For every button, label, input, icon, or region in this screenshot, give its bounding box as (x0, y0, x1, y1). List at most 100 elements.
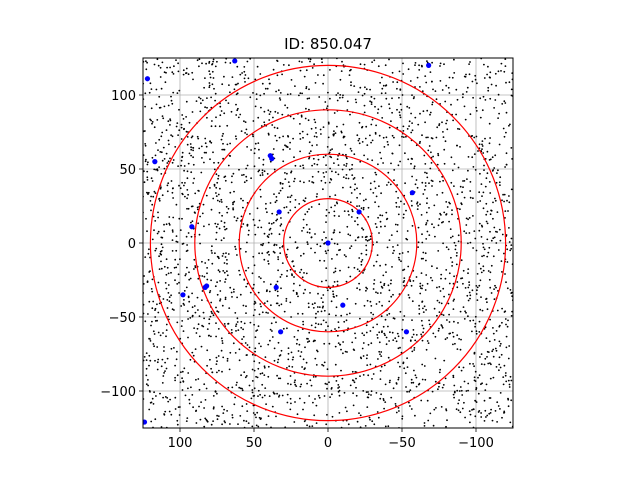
background-point (409, 405, 411, 407)
background-point (494, 72, 497, 75)
background-point (451, 76, 454, 79)
background-point (418, 69, 421, 71)
background-point (289, 236, 291, 239)
background-point (406, 357, 408, 360)
background-point (489, 318, 491, 321)
background-point (267, 375, 270, 378)
background-point (331, 258, 333, 260)
background-point (188, 152, 191, 155)
background-point (161, 131, 164, 134)
background-point (211, 252, 213, 254)
background-point (363, 334, 365, 337)
background-point (203, 425, 206, 428)
background-point (240, 374, 243, 377)
background-point (430, 179, 433, 182)
background-point (206, 328, 209, 330)
background-point (183, 128, 185, 131)
background-point (459, 386, 462, 388)
background-point (290, 316, 292, 318)
background-point (441, 121, 443, 124)
background-point (259, 195, 262, 198)
background-point (453, 185, 455, 188)
background-point (337, 342, 340, 344)
background-point (367, 343, 370, 346)
background-point (365, 249, 368, 252)
background-point (381, 214, 384, 217)
background-point (220, 198, 223, 201)
background-point (222, 142, 224, 145)
background-point (365, 125, 368, 128)
background-point (354, 239, 357, 242)
background-point (445, 201, 448, 203)
background-point (218, 369, 220, 372)
background-point (322, 188, 324, 191)
background-point (483, 363, 486, 366)
background-point (330, 388, 333, 390)
background-point (227, 253, 230, 255)
background-point (422, 307, 424, 310)
background-point (177, 62, 180, 65)
background-point (224, 256, 227, 258)
background-point (157, 230, 160, 233)
background-point (402, 269, 404, 272)
background-point (325, 267, 328, 269)
background-point (154, 192, 157, 195)
background-point (235, 325, 237, 327)
background-point (425, 136, 428, 139)
background-point (375, 303, 378, 305)
background-point (469, 190, 472, 192)
background-point (426, 60, 428, 62)
background-point (308, 331, 311, 334)
background-point (332, 293, 335, 296)
background-point (233, 88, 236, 91)
background-point (187, 296, 190, 299)
background-point (373, 97, 376, 100)
background-point (250, 397, 253, 400)
background-point (497, 405, 500, 407)
background-point (165, 323, 168, 326)
background-point (371, 118, 374, 121)
background-point (362, 208, 365, 211)
background-point (243, 279, 246, 281)
background-point (336, 125, 338, 128)
background-point (288, 185, 291, 188)
background-point (215, 195, 218, 198)
background-point (373, 279, 376, 281)
background-point (188, 398, 191, 401)
background-point (203, 86, 206, 89)
background-point (177, 70, 180, 73)
background-point (459, 411, 462, 414)
background-point (342, 94, 344, 97)
background-point (456, 98, 459, 101)
background-point (279, 99, 282, 101)
background-point (290, 194, 293, 197)
background-point (275, 139, 278, 142)
background-point (356, 134, 359, 137)
background-point (234, 135, 237, 138)
background-point (337, 164, 340, 167)
background-point (311, 181, 313, 183)
background-point (331, 170, 333, 173)
background-point (423, 422, 426, 424)
background-point (224, 175, 227, 178)
background-point (317, 394, 320, 397)
background-point (337, 384, 340, 386)
background-point (260, 106, 262, 109)
background-point (211, 120, 213, 122)
background-point (352, 348, 355, 351)
background-point (192, 146, 195, 149)
background-point (498, 324, 501, 327)
background-point (322, 364, 325, 367)
background-point (216, 281, 219, 284)
background-point (190, 221, 192, 224)
background-point (203, 317, 206, 320)
background-point (489, 97, 492, 100)
background-point (392, 387, 395, 390)
background-point (194, 348, 197, 350)
background-point (487, 86, 490, 89)
background-point (492, 348, 495, 351)
background-point (293, 177, 296, 180)
background-point (185, 100, 188, 103)
background-point (448, 293, 450, 296)
